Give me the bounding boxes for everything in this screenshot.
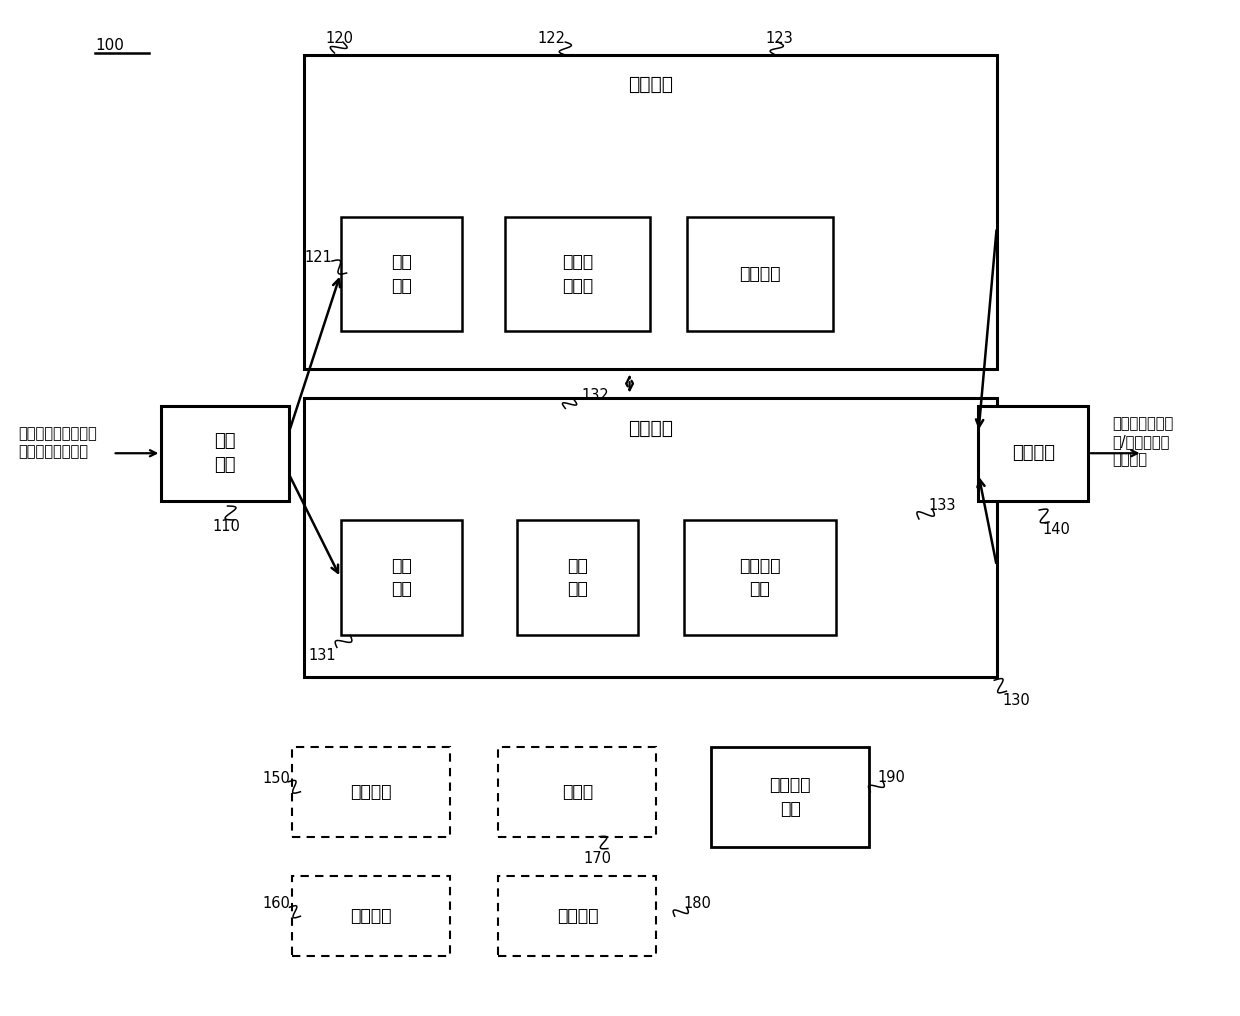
Text: 190: 190 (878, 770, 905, 785)
Text: 数据存储
设备: 数据存储 设备 (769, 776, 811, 818)
Text: 133: 133 (929, 498, 956, 512)
Polygon shape (341, 520, 463, 635)
Text: 160: 160 (263, 896, 290, 910)
Text: 用户界面: 用户界面 (350, 782, 392, 801)
Polygon shape (505, 216, 650, 331)
Text: 网络接口: 网络接口 (350, 907, 392, 926)
Text: 121: 121 (304, 250, 332, 264)
Polygon shape (304, 398, 997, 678)
Polygon shape (978, 406, 1087, 501)
Polygon shape (161, 406, 289, 501)
Text: 变形引擎: 变形引擎 (627, 75, 673, 94)
Text: 输出接口: 输出接口 (1012, 444, 1055, 462)
Text: 分层引擎: 分层引擎 (627, 419, 673, 438)
Text: （多个）经变形: （多个）经变形 (1112, 416, 1173, 431)
Text: 122: 122 (537, 30, 565, 46)
Text: 100: 100 (95, 38, 124, 53)
Text: 132: 132 (582, 388, 609, 403)
Polygon shape (687, 216, 832, 331)
Text: 输入
接口: 输入 接口 (215, 433, 236, 474)
Text: 渲染模块: 渲染模块 (557, 907, 598, 926)
Text: （多个）人体网格: （多个）人体网格 (19, 444, 88, 459)
Text: 120: 120 (326, 30, 353, 46)
Polygon shape (683, 520, 836, 635)
Text: 映射
模块: 映射 模块 (391, 253, 412, 295)
Text: 扩展
模块: 扩展 模块 (567, 557, 588, 598)
Text: 显示器: 显示器 (562, 782, 593, 801)
Text: 140: 140 (1043, 522, 1071, 537)
Text: 和/或经分层的: 和/或经分层的 (1112, 434, 1169, 449)
Text: 衣服网格: 衣服网格 (1112, 452, 1147, 466)
Text: 套缩
模块: 套缩 模块 (391, 557, 412, 598)
Text: 110: 110 (213, 519, 241, 534)
Text: 长度调
整目标: 长度调 整目标 (562, 253, 593, 295)
Text: （多个）衣服网格、: （多个）衣服网格、 (19, 426, 97, 441)
Text: 形状恢复
模块: 形状恢复 模块 (739, 557, 780, 598)
Text: 123: 123 (766, 30, 794, 46)
Text: 重构模块: 重构模块 (739, 265, 780, 283)
Polygon shape (341, 216, 463, 331)
Text: 150: 150 (263, 771, 290, 786)
Polygon shape (304, 55, 997, 369)
Text: 180: 180 (683, 896, 711, 910)
Polygon shape (711, 747, 869, 846)
Polygon shape (517, 520, 639, 635)
Text: 131: 131 (309, 648, 336, 662)
Text: 170: 170 (584, 851, 611, 866)
Text: 130: 130 (1003, 693, 1030, 708)
